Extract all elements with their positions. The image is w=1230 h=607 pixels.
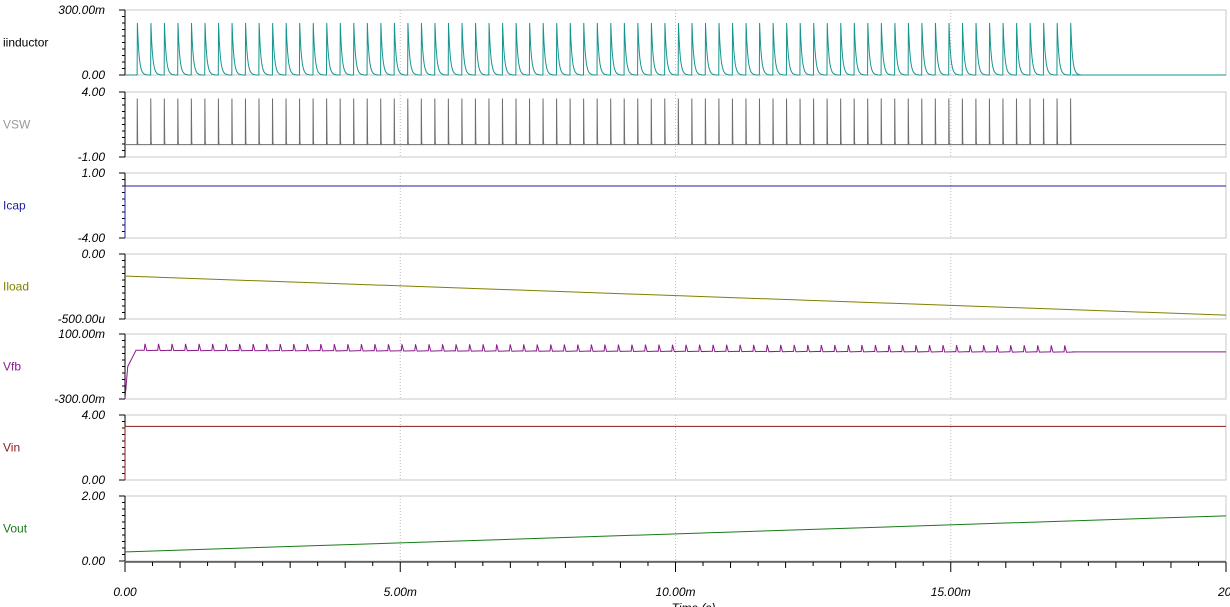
x-tick-label: 20 xyxy=(1217,585,1230,599)
y-bottom-label: -1.00 xyxy=(78,150,106,164)
y-top-label: 1.00 xyxy=(82,166,106,180)
series-line-vin xyxy=(124,425,1226,480)
x-tick-label: 15.00m xyxy=(931,585,971,599)
y-bottom-label: 0.00 xyxy=(82,554,106,568)
y-bottom-label: -300.00m xyxy=(54,392,105,406)
x-tick-label: 5.00m xyxy=(384,585,417,599)
y-top-label: 2.00 xyxy=(81,489,106,503)
series-label: VSW xyxy=(3,118,31,132)
x-tick-label: 0.00 xyxy=(113,585,137,599)
y-bottom-label: -4.00 xyxy=(78,231,106,245)
series-label: iinductor xyxy=(3,36,48,50)
series-line-iinductor xyxy=(125,22,1226,76)
series-line-vsw xyxy=(125,98,1226,146)
series-line-vout xyxy=(124,515,1227,553)
panel-iinductor: 300.00m 0.00 iinductor xyxy=(3,3,1227,82)
series-label: Vin xyxy=(3,441,20,455)
series-label: Icap xyxy=(3,199,26,213)
panels-group: 300.00m 0.00 iinductor 4.00 -1.00 VSW 1.00 -4.0… xyxy=(3,3,1227,568)
series-label: Iload xyxy=(3,280,29,294)
x-axis: 0.00 5.00m 10.00m 15.00m 20 Time (s) xyxy=(113,561,1230,607)
y-top-label: 4.00 xyxy=(82,408,106,422)
y-bottom-label: -500.00u xyxy=(58,312,106,326)
y-top-label: 0.00 xyxy=(82,247,106,261)
panel-icap: 1.00 -4.00 Icap xyxy=(3,166,1227,245)
series-line-iload xyxy=(124,275,1227,316)
series-line-icap xyxy=(124,185,1226,238)
y-top-label: 100.00m xyxy=(58,327,105,341)
panel-vsw: 4.00 -1.00 VSW xyxy=(3,85,1227,164)
x-tick-label: 10.00m xyxy=(655,585,695,599)
series-label: Vfb xyxy=(3,360,21,374)
panel-iload: 0.00 -500.00u Iload xyxy=(3,247,1227,326)
y-bottom-label: 0.00 xyxy=(82,473,106,487)
y-bottom-label: 0.00 xyxy=(82,68,106,82)
panel-vout: 2.00 0.00 Vout xyxy=(3,489,1227,568)
y-top-label: 300.00m xyxy=(58,3,105,17)
series-line-vfb xyxy=(124,343,1226,400)
x-axis-title: Time (s) xyxy=(672,601,716,607)
panel-vfb: 100.00m -300.00m Vfb xyxy=(3,327,1227,406)
y-top-label: 4.00 xyxy=(82,85,106,99)
panel-vin: 4.00 0.00 Vin xyxy=(3,408,1227,487)
series-label: Vout xyxy=(3,522,28,536)
